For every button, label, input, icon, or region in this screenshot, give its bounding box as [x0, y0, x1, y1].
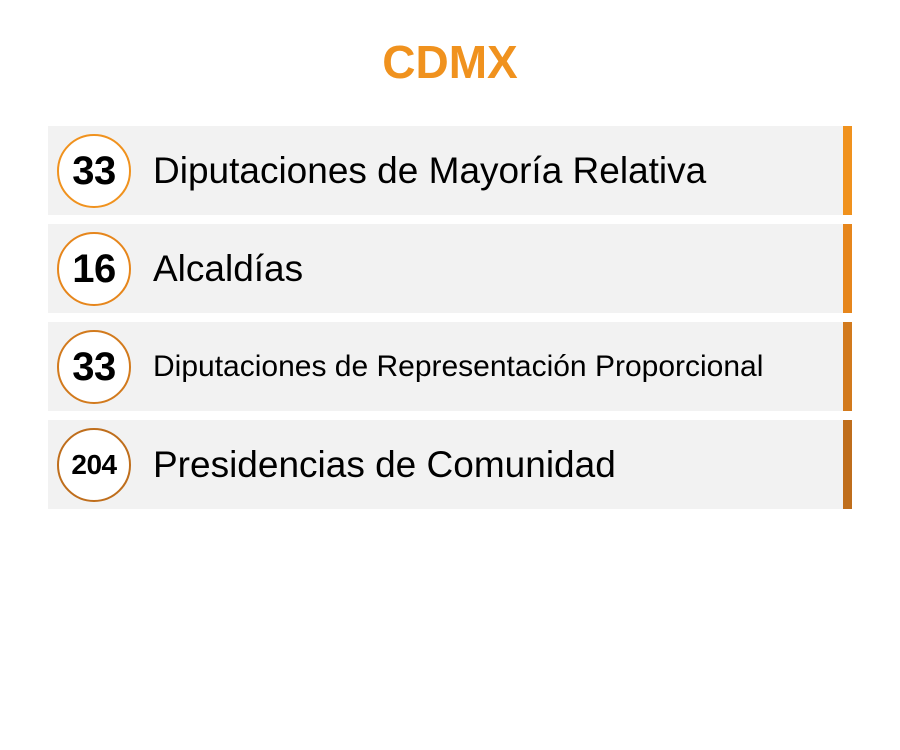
list-item: 16 Alcaldías [48, 224, 852, 313]
count-badge: 33 [57, 330, 131, 404]
count-badge: 204 [57, 428, 131, 502]
list-item: 33 Diputaciones de Representación Propor… [48, 322, 852, 411]
accent-bar [843, 224, 852, 313]
count-badge: 33 [57, 134, 131, 208]
accent-bar [843, 322, 852, 411]
item-label: Diputaciones de Representación Proporcio… [153, 349, 764, 383]
item-label: Diputaciones de Mayoría Relativa [153, 149, 707, 191]
list-item: 204 Presidencias de Comunidad [48, 420, 852, 509]
item-label: Presidencias de Comunidad [153, 443, 616, 485]
accent-bar [843, 126, 852, 215]
item-label: Alcaldías [153, 247, 304, 289]
list-item: 33 Diputaciones de Mayoría Relativa [48, 126, 852, 215]
count-badge: 16 [57, 232, 131, 306]
page-title: CDMX [382, 36, 518, 88]
accent-bar [843, 420, 852, 509]
item-list: 33 Diputaciones de Mayoría Relativa 16 A… [48, 126, 852, 518]
